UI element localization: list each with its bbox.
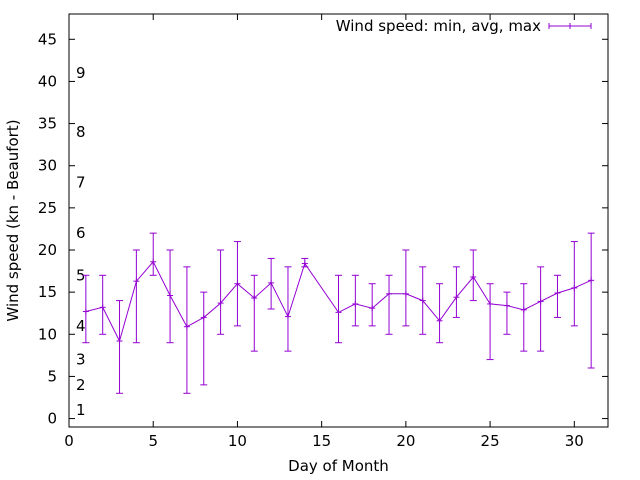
x-tick-label: 20 — [396, 432, 415, 450]
data-point — [588, 277, 595, 284]
y-tick-label: 0 — [47, 410, 57, 428]
data-point — [133, 278, 140, 285]
error-bar — [284, 266, 292, 352]
plot-border — [68, 13, 609, 428]
error-bar — [402, 249, 410, 327]
y-tick-label: 35 — [38, 115, 57, 133]
data-point — [335, 309, 342, 316]
y-tick-label: 15 — [38, 283, 57, 301]
data-point — [301, 260, 308, 267]
error-bar — [250, 274, 258, 352]
x-tick-label: 15 — [312, 432, 331, 450]
data-point — [251, 295, 258, 302]
beaufort-label: 9 — [76, 64, 86, 82]
data-point — [167, 292, 174, 299]
data-point — [183, 323, 190, 330]
x-axis-title: Day of Month — [288, 457, 389, 475]
y-tick-label: 45 — [38, 30, 57, 48]
beaufort-label: 5 — [76, 266, 86, 284]
error-bar — [368, 283, 376, 327]
data-point — [217, 300, 224, 307]
beaufort-label: 1 — [76, 401, 86, 419]
error-bar — [183, 266, 191, 394]
data-point — [268, 279, 275, 286]
error-bar — [335, 274, 342, 344]
error-bar — [200, 291, 208, 386]
beaufort-annotations: 1 2 3 4 5 6 7 8 9 — [76, 64, 86, 419]
data-point — [99, 304, 106, 311]
error-bar — [385, 274, 393, 335]
x-tick-label: 10 — [228, 432, 247, 450]
y-tick-label: 40 — [38, 72, 57, 90]
x-tick-label: 25 — [481, 432, 500, 450]
error-bar — [503, 291, 511, 335]
data-point — [487, 300, 494, 307]
error-bar — [587, 232, 595, 369]
y-tick-label: 25 — [38, 199, 57, 217]
plot-frame — [68, 13, 609, 428]
x-tick-label: 30 — [565, 432, 584, 450]
data-point — [470, 273, 477, 280]
error-bar — [537, 266, 545, 352]
data-point — [419, 297, 426, 304]
data-point — [571, 284, 578, 291]
y-tick-label: 5 — [47, 367, 57, 385]
error-bar — [486, 283, 494, 361]
data-point — [554, 289, 561, 296]
x-tick-label: 5 — [148, 432, 158, 450]
data-point — [402, 290, 409, 297]
y-tick-label: 20 — [38, 241, 57, 259]
beaufort-label: 8 — [76, 123, 86, 141]
data-point — [503, 302, 510, 309]
error-bar — [436, 283, 444, 344]
beaufort-label: 4 — [76, 317, 86, 335]
data-point — [82, 308, 89, 315]
data-point — [352, 300, 359, 307]
data-point — [284, 313, 291, 320]
legend-label: Wind speed: min, avg, max — [336, 17, 541, 35]
series-line-wind-speed — [85, 260, 592, 343]
error-bar — [132, 249, 140, 344]
error-bar — [217, 249, 225, 335]
error-bar — [351, 274, 359, 327]
error-bar — [116, 300, 124, 394]
legend: Wind speed: min, avg, max — [336, 17, 592, 35]
data-point — [520, 306, 527, 313]
error-bar — [553, 274, 561, 318]
data-point — [453, 294, 460, 301]
data-point — [369, 305, 376, 312]
y-tick-label: 30 — [38, 157, 57, 175]
error-bar — [149, 232, 157, 276]
point-markers — [82, 258, 595, 345]
error-bar — [520, 283, 528, 352]
error-bar — [570, 241, 578, 327]
data-point — [436, 317, 443, 324]
y-tick-label: 10 — [38, 325, 57, 343]
error-bar — [452, 266, 460, 318]
data-point — [386, 290, 393, 297]
data-point — [200, 314, 207, 321]
beaufort-label: 3 — [76, 351, 86, 369]
data-point — [116, 338, 123, 345]
data-point — [150, 258, 157, 265]
data-point — [537, 298, 544, 305]
x-axis-ticks: 0 5 10 15 20 25 30 — [64, 14, 584, 450]
legend-sample — [548, 23, 592, 29]
beaufort-label: 6 — [76, 224, 86, 242]
data-point — [234, 280, 241, 287]
y-axis-title: Wind speed (kn - Beaufort) — [4, 119, 22, 321]
beaufort-label: 7 — [76, 174, 86, 192]
beaufort-label: 2 — [76, 376, 86, 394]
x-tick-label: 0 — [64, 432, 74, 450]
